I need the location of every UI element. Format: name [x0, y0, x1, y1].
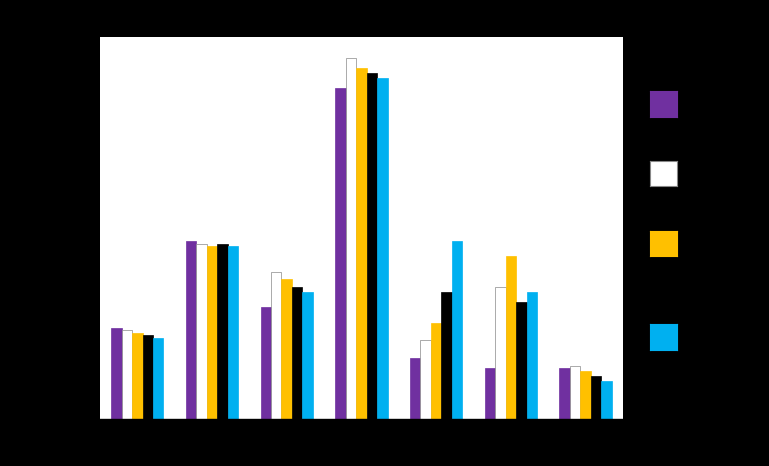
Bar: [207, 246, 218, 419]
Bar: [495, 287, 505, 419]
Bar: [601, 381, 611, 419]
Bar: [441, 292, 452, 419]
Bar: [505, 256, 516, 419]
Bar: [527, 292, 537, 419]
Bar: [421, 341, 431, 419]
Bar: [581, 371, 591, 419]
Bar: [281, 279, 292, 419]
Bar: [367, 73, 377, 419]
Bar: [122, 330, 132, 419]
Bar: [335, 88, 346, 419]
Bar: [186, 241, 196, 419]
Bar: [559, 369, 570, 419]
Bar: [292, 287, 302, 419]
Bar: [591, 376, 601, 419]
Bar: [218, 244, 228, 419]
Bar: [570, 366, 581, 419]
Bar: [261, 307, 271, 419]
Bar: [302, 292, 313, 419]
Bar: [271, 272, 281, 419]
Bar: [377, 78, 388, 419]
Bar: [410, 358, 421, 419]
Bar: [516, 302, 527, 419]
Bar: [196, 244, 207, 419]
Bar: [132, 333, 142, 419]
Bar: [112, 328, 122, 419]
Bar: [346, 58, 356, 419]
Bar: [431, 322, 441, 419]
Bar: [356, 68, 367, 419]
Bar: [142, 336, 153, 419]
Bar: [153, 338, 164, 419]
Bar: [452, 241, 462, 419]
Bar: [484, 369, 495, 419]
Bar: [228, 246, 238, 419]
